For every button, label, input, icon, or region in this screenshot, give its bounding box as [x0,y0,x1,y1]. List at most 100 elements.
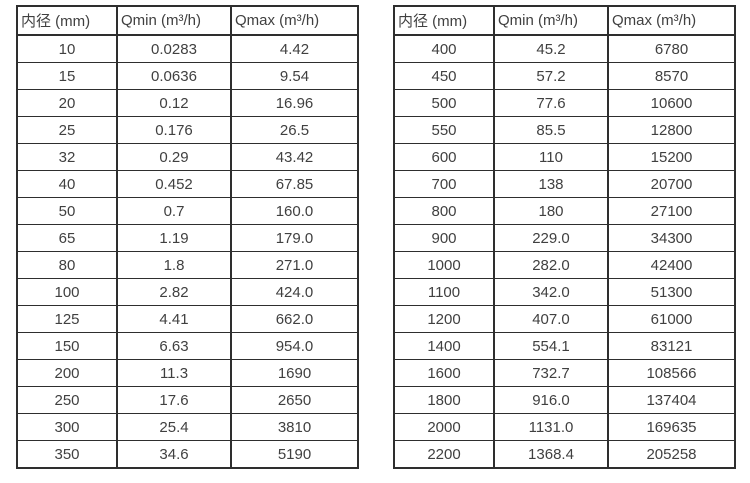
table-cell: 954.0 [230,332,359,360]
table-row: 1100 342.0 51300 [393,278,736,306]
table-cell: 80 [16,251,118,279]
table-cell: 179.0 [230,224,359,252]
table-cell: 1800 [393,386,495,414]
table-cell: 25 [16,116,118,144]
table-row: 65 1.19 179.0 [16,224,359,252]
table-row: 900 229.0 34300 [393,224,736,252]
table-cell: 0.0636 [116,62,232,90]
table-row: 250 17.6 2650 [16,386,359,414]
table-cell: 150 [16,332,118,360]
table-row: 80 1.8 271.0 [16,251,359,279]
table-cell: 800 [393,197,495,225]
table-row: 1800 916.0 137404 [393,386,736,414]
table-cell: 34.6 [116,440,232,469]
table-cell: 61000 [607,305,736,333]
table-row: 350 34.6 5190 [16,440,359,469]
table-cell: 3810 [230,413,359,441]
column-header: Qmax (m³/h) [607,5,736,36]
table-cell: 6.63 [116,332,232,360]
table-row: 300 25.4 3810 [16,413,359,441]
table-row: 1200 407.0 61000 [393,305,736,333]
table-cell: 1200 [393,305,495,333]
table-cell: 83121 [607,332,736,360]
table-cell: 1368.4 [493,440,609,469]
flow-range-table-small-diameters: 内径 (mm) Qmin (m³/h) Qmax (m³/h) 10 0.0283 4.4… [16,5,359,469]
table-cell: 180 [493,197,609,225]
table-cell: 0.0283 [116,34,232,63]
table-cell: 160.0 [230,197,359,225]
column-header: Qmin (m³/h) [116,5,232,36]
table-row: 2000 1131.0 169635 [393,413,736,441]
table-cell: 0.176 [116,116,232,144]
table-row: 200 11.3 1690 [16,359,359,387]
table-cell: 15200 [607,143,736,171]
table-cell: 34300 [607,224,736,252]
table-row: 500 77.6 10600 [393,89,736,117]
table-row: 400 45.2 6780 [393,34,736,63]
table-cell: 2000 [393,413,495,441]
table-cell: 67.85 [230,170,359,198]
table-cell: 45.2 [493,34,609,63]
table-cell: 342.0 [493,278,609,306]
table-cell: 11.3 [116,359,232,387]
table-cell: 1.8 [116,251,232,279]
table-row: 100 2.82 424.0 [16,278,359,306]
table-cell: 5190 [230,440,359,469]
table-cell: 10600 [607,89,736,117]
table-row: 150 6.63 954.0 [16,332,359,360]
table-cell: 350 [16,440,118,469]
table-cell: 250 [16,386,118,414]
table-row: 550 85.5 12800 [393,116,736,144]
table-cell: 2200 [393,440,495,469]
table-cell: 550 [393,116,495,144]
table-cell: 32 [16,143,118,171]
table-cell: 1600 [393,359,495,387]
table-cell: 1131.0 [493,413,609,441]
table-cell: 1100 [393,278,495,306]
table-row: 25 0.176 26.5 [16,116,359,144]
table-cell: 65 [16,224,118,252]
table-cell: 700 [393,170,495,198]
table-cell: 229.0 [493,224,609,252]
table-cell: 16.96 [230,89,359,117]
table-cell: 51300 [607,278,736,306]
table-cell: 50 [16,197,118,225]
table-cell: 500 [393,89,495,117]
table-cell: 450 [393,62,495,90]
table-cell: 138 [493,170,609,198]
table-cell: 9.54 [230,62,359,90]
table-row: 15 0.0636 9.54 [16,62,359,90]
table-cell: 200 [16,359,118,387]
table-row: 125 4.41 662.0 [16,305,359,333]
table-row: 20 0.12 16.96 [16,89,359,117]
table-cell: 169635 [607,413,736,441]
table-cell: 12800 [607,116,736,144]
table-row: 32 0.29 43.42 [16,143,359,171]
table-cell: 27100 [607,197,736,225]
column-header: Qmin (m³/h) [493,5,609,36]
table-row: 1600 732.7 108566 [393,359,736,387]
table-cell: 2.82 [116,278,232,306]
table-cell: 17.6 [116,386,232,414]
column-header: 内径 (mm) [16,5,118,36]
table-cell: 100 [16,278,118,306]
header-row: 内径 (mm) Qmin (m³/h) Qmax (m³/h) [393,5,736,36]
table-cell: 15 [16,62,118,90]
column-header: 内径 (mm) [393,5,495,36]
table-cell: 110 [493,143,609,171]
table-cell: 282.0 [493,251,609,279]
table-cell: 26.5 [230,116,359,144]
table-row: 50 0.7 160.0 [16,197,359,225]
table-cell: 8570 [607,62,736,90]
table-cell: 57.2 [493,62,609,90]
table-cell: 10 [16,34,118,63]
table-cell: 271.0 [230,251,359,279]
table-cell: 20 [16,89,118,117]
table-row: 1000 282.0 42400 [393,251,736,279]
table-cell: 205258 [607,440,736,469]
table-cell: 400 [393,34,495,63]
table-cell: 85.5 [493,116,609,144]
tables-container: 内径 (mm) Qmin (m³/h) Qmax (m³/h) 10 0.0283 4.4… [16,5,736,469]
table-cell: 2650 [230,386,359,414]
table-cell: 662.0 [230,305,359,333]
